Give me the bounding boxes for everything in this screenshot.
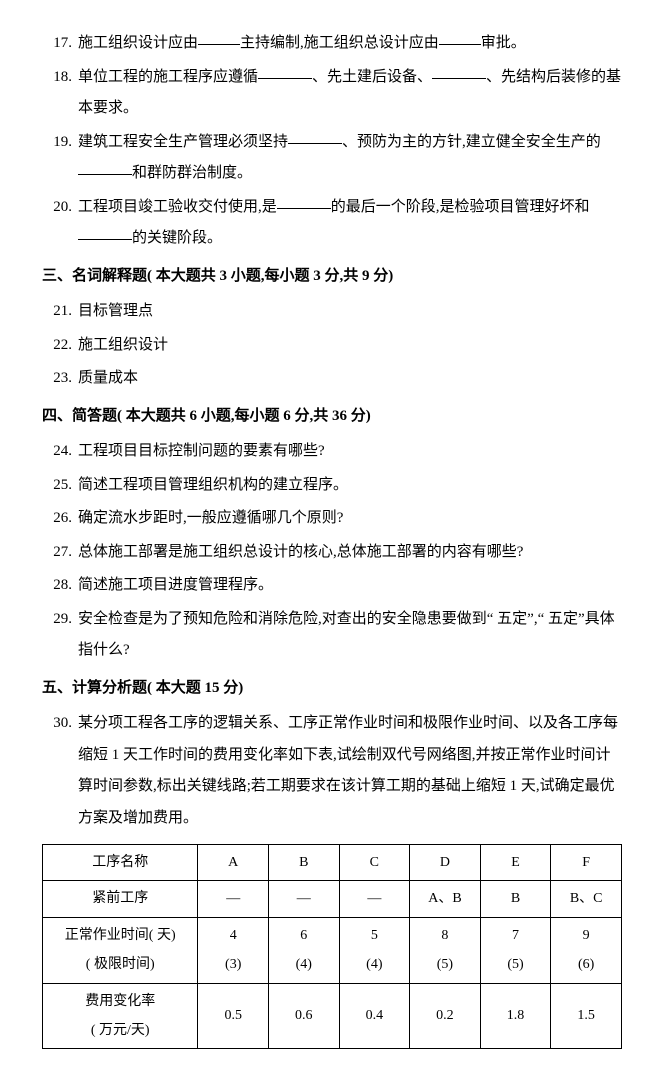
question: 27.总体施工部署是施工组织总设计的核心,总体施工部署的内容有哪些? — [42, 537, 622, 569]
cell: — — [198, 881, 269, 917]
th-f: F — [551, 845, 622, 881]
question-text: 简述工程项目管理组织机构的建立程序。 — [78, 470, 622, 502]
question-number: 22. — [42, 330, 78, 362]
question-number: 17. — [42, 28, 78, 60]
question: 21.目标管理点 — [42, 296, 622, 328]
th-c: C — [339, 845, 410, 881]
question: 28.简述施工项目进度管理程序。 — [42, 570, 622, 602]
cell: B、C — [551, 881, 622, 917]
question: 19.建筑工程安全生产管理必须坚持、预防为主的方针,建立健全安全生产的和群防群治… — [42, 127, 622, 190]
blank — [439, 29, 481, 45]
question: 24.工程项目目标控制问题的要素有哪些? — [42, 436, 622, 468]
blank — [78, 159, 132, 175]
th-b: B — [268, 845, 339, 881]
question-text: 单位工程的施工程序应遵循、先土建后设备、、先结构后装修的基本要求。 — [78, 62, 622, 125]
question-number: 18. — [42, 62, 78, 125]
process-table: 工序名称 A B C D E F 紧前工序 — — — A、B B B、C 正常… — [42, 844, 622, 1049]
question: 26.确定流水步距时,一般应遵循哪几个原则? — [42, 503, 622, 535]
rate-label-1: 费用变化率 — [85, 994, 155, 1009]
row-predecessor: 紧前工序 — [43, 881, 198, 917]
th-e: E — [480, 845, 551, 881]
question-text: 安全检查是为了预知危险和消除危险,对查出的安全隐患要做到“ 五定”,“ 五定”具… — [78, 604, 622, 667]
cell: — — [339, 881, 410, 917]
cell: 8(5) — [410, 917, 481, 983]
cell: 7(5) — [480, 917, 551, 983]
question-text: 工程项目竣工验收交付使用,是的最后一个阶段,是检验项目管理好坏和的关键阶段。 — [78, 192, 622, 255]
question-number: 26. — [42, 503, 78, 535]
question-text: 建筑工程安全生产管理必须坚持、预防为主的方针,建立健全安全生产的和群防群治制度。 — [78, 127, 622, 190]
cell: 1.5 — [551, 983, 622, 1049]
question-text: 质量成本 — [78, 363, 622, 395]
question-text: 施工组织设计应由主持编制,施工组织总设计应由审批。 — [78, 28, 622, 60]
section-heading: 四、简答题( 本大题共 6 小题,每小题 6 分,共 36 分) — [42, 401, 622, 433]
question: 22.施工组织设计 — [42, 330, 622, 362]
section-heading: 三、名词解释题( 本大题共 3 小题,每小题 3 分,共 9 分) — [42, 261, 622, 293]
cell: — — [268, 881, 339, 917]
question-text: 施工组织设计 — [78, 330, 622, 362]
row-rate-label: 费用变化率 ( 万元/天) — [43, 983, 198, 1049]
question-number: 25. — [42, 470, 78, 502]
question-text: 确定流水步距时,一般应遵循哪几个原则? — [78, 503, 622, 535]
question-number: 20. — [42, 192, 78, 255]
question: 17.施工组织设计应由主持编制,施工组织总设计应由审批。 — [42, 28, 622, 60]
question-text: 目标管理点 — [78, 296, 622, 328]
cell: B — [480, 881, 551, 917]
question: 30.某分项工程各工序的逻辑关系、工序正常作业时间和极限作业时间、以及各工序每缩… — [42, 708, 622, 834]
question-number: 30. — [42, 708, 78, 834]
question: 23.质量成本 — [42, 363, 622, 395]
cell: 0.6 — [268, 983, 339, 1049]
question: 29.安全检查是为了预知危险和消除危险,对查出的安全隐患要做到“ 五定”,“ 五… — [42, 604, 622, 667]
rate-label-2: ( 万元/天) — [91, 1023, 150, 1038]
question: 18.单位工程的施工程序应遵循、先土建后设备、、先结构后装修的基本要求。 — [42, 62, 622, 125]
question-number: 19. — [42, 127, 78, 190]
blank — [277, 193, 331, 209]
normal-time-label: 正常作业时间( 天) — [65, 928, 176, 943]
question: 20.工程项目竣工验收交付使用,是的最后一个阶段,是检验项目管理好坏和的关键阶段… — [42, 192, 622, 255]
section-heading: 五、计算分析题( 本大题 15 分) — [42, 673, 622, 705]
question-number: 21. — [42, 296, 78, 328]
question-number: 28. — [42, 570, 78, 602]
cell: A、B — [410, 881, 481, 917]
question-number: 29. — [42, 604, 78, 667]
th-name: 工序名称 — [43, 845, 198, 881]
blank — [432, 63, 486, 79]
cell: 5(4) — [339, 917, 410, 983]
question: 25.简述工程项目管理组织机构的建立程序。 — [42, 470, 622, 502]
question-text: 某分项工程各工序的逻辑关系、工序正常作业时间和极限作业时间、以及各工序每缩短 1… — [78, 708, 622, 834]
cell: 0.5 — [198, 983, 269, 1049]
question-text: 简述施工项目进度管理程序。 — [78, 570, 622, 602]
th-d: D — [410, 845, 481, 881]
blank — [78, 224, 132, 240]
row-time-label: 正常作业时间( 天) ( 极限时间) — [43, 917, 198, 983]
blank — [198, 29, 240, 45]
cell: 0.4 — [339, 983, 410, 1049]
question-number: 27. — [42, 537, 78, 569]
limit-time-label: ( 极限时间) — [86, 957, 155, 972]
question-text: 总体施工部署是施工组织总设计的核心,总体施工部署的内容有哪些? — [78, 537, 622, 569]
blank — [288, 128, 342, 144]
blank — [258, 63, 312, 79]
question-text: 工程项目目标控制问题的要素有哪些? — [78, 436, 622, 468]
cell: 1.8 — [480, 983, 551, 1049]
question-number: 23. — [42, 363, 78, 395]
cell: 4(3) — [198, 917, 269, 983]
cell: 9(6) — [551, 917, 622, 983]
question-number: 24. — [42, 436, 78, 468]
cell: 6(4) — [268, 917, 339, 983]
cell: 0.2 — [410, 983, 481, 1049]
th-a: A — [198, 845, 269, 881]
